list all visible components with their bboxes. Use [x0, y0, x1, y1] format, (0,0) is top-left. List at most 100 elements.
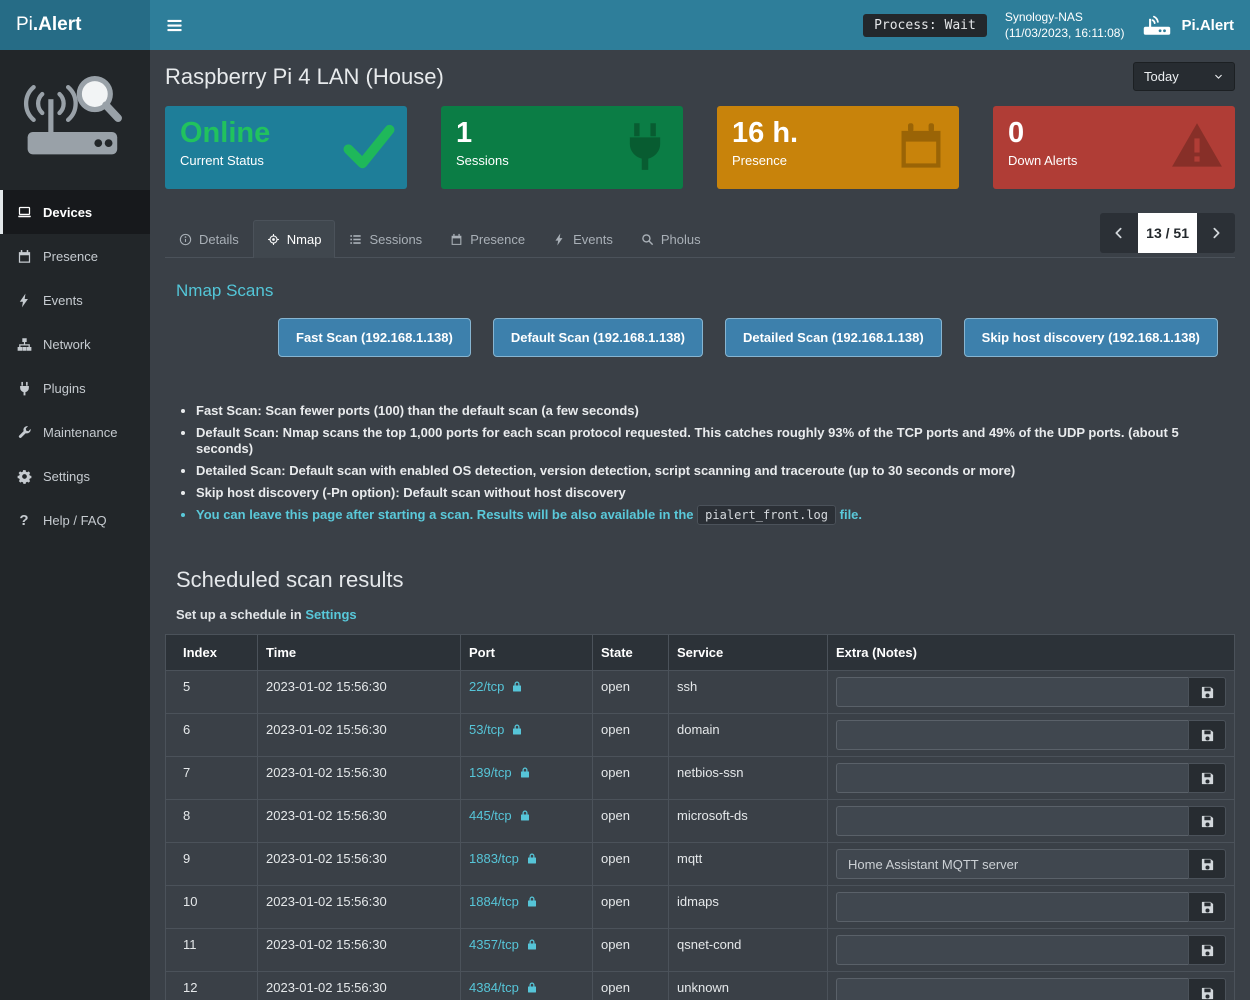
- sidebar-item-network[interactable]: Network: [0, 322, 150, 366]
- calendar-icon: [895, 120, 947, 172]
- port-link[interactable]: 4357/tcp: [469, 937, 519, 952]
- tab-sessions[interactable]: Sessions: [335, 220, 436, 258]
- tab-label: Events: [573, 232, 613, 247]
- port-link[interactable]: 22/tcp: [469, 679, 505, 694]
- note-input[interactable]: [836, 677, 1188, 707]
- port-link[interactable]: 4384/tcp: [469, 980, 519, 995]
- settings-link[interactable]: Settings: [305, 607, 357, 622]
- sidebar-item-label: Plugins: [43, 380, 86, 396]
- table-row: 5 2023-01-02 15:56:30 22/tcp open ssh: [165, 670, 1235, 714]
- cell-port: 4357/tcp: [460, 928, 593, 972]
- next-page-button[interactable]: [1197, 213, 1235, 253]
- tab-presence[interactable]: Presence: [436, 220, 539, 258]
- fast-scan-button[interactable]: Fast Scan (192.168.1.138): [278, 318, 471, 357]
- question-icon: ?: [19, 511, 29, 529]
- note-input[interactable]: [836, 892, 1188, 922]
- skip-host-discovery-button[interactable]: Skip host discovery (192.168.1.138): [963, 318, 1218, 357]
- devices-icon: [15, 205, 33, 220]
- port-link[interactable]: 53/tcp: [469, 722, 505, 737]
- lock-icon: [526, 852, 538, 865]
- cell-service: domain: [668, 713, 828, 757]
- note-input[interactable]: [836, 849, 1188, 879]
- tab-label: Details: [199, 232, 239, 247]
- sidebar-item-events[interactable]: Events: [0, 278, 150, 322]
- column-header-time: Time: [257, 634, 461, 671]
- sidebar-item-plugins[interactable]: Plugins: [0, 366, 150, 410]
- prev-page-button[interactable]: [1100, 213, 1139, 253]
- note-input[interactable]: [836, 806, 1188, 836]
- table-row: 8 2023-01-02 15:56:30 445/tcp open micro…: [165, 799, 1235, 843]
- cell-index: 5: [165, 670, 258, 714]
- page-title: Raspberry Pi 4 LAN (House): [165, 63, 444, 89]
- cell-note: [827, 885, 1235, 929]
- cell-time: 2023-01-02 15:56:30: [257, 971, 461, 1000]
- note-input[interactable]: [836, 720, 1188, 750]
- cell-index: 10: [165, 885, 258, 929]
- cell-port: 139/tcp: [460, 756, 593, 800]
- save-note-button[interactable]: [1188, 892, 1226, 922]
- cell-service: unknown: [668, 971, 828, 1000]
- list-icon: [349, 233, 362, 246]
- save-note-button[interactable]: [1188, 677, 1226, 707]
- cell-time: 2023-01-02 15:56:30: [257, 756, 461, 800]
- sidebar-item-devices[interactable]: Devices: [0, 190, 150, 234]
- cell-note: [827, 928, 1235, 972]
- scan-notes-list: Fast Scan: Scan fewer ports (100) than t…: [176, 403, 1235, 525]
- save-note-button[interactable]: [1188, 720, 1226, 750]
- note-input[interactable]: [836, 935, 1188, 965]
- sidebar-item-settings[interactable]: Settings: [0, 454, 150, 498]
- sidebar-item-label: Settings: [43, 468, 90, 484]
- cell-port: 4384/tcp: [460, 971, 593, 1000]
- period-select[interactable]: Today: [1133, 62, 1235, 91]
- tab-pholus[interactable]: Pholus: [627, 220, 715, 258]
- cell-service: ssh: [668, 670, 828, 714]
- sidebar-item-label: Devices: [43, 204, 93, 220]
- column-header-port: Port: [460, 634, 593, 671]
- card-current-status: Online Current Status: [165, 106, 407, 189]
- port-link[interactable]: 445/tcp: [469, 808, 512, 823]
- default-scan-button[interactable]: Default Scan (192.168.1.138): [492, 318, 703, 357]
- save-note-button[interactable]: [1188, 763, 1226, 793]
- column-header-extra-notes: Extra (Notes): [827, 634, 1235, 671]
- sidebar-item-help-faq[interactable]: ? Help / FAQ: [0, 498, 150, 542]
- note-input[interactable]: [836, 978, 1188, 1000]
- cell-index: 7: [165, 756, 258, 800]
- cell-time: 2023-01-02 15:56:30: [257, 885, 461, 929]
- port-link[interactable]: 139/tcp: [469, 765, 512, 780]
- tab-events[interactable]: Events: [539, 220, 627, 258]
- table-row: 11 2023-01-02 15:56:30 4357/tcp open qsn…: [165, 928, 1235, 972]
- sidebar-item-maintenance[interactable]: Maintenance: [0, 410, 150, 454]
- save-note-button[interactable]: [1188, 849, 1226, 879]
- gear-icon: [15, 469, 33, 484]
- sidebar-item-presence[interactable]: Presence: [0, 234, 150, 278]
- wrench-icon: [15, 425, 33, 440]
- leave-page-note-suffix: file.: [839, 507, 863, 522]
- save-note-button[interactable]: [1188, 978, 1226, 1000]
- port-link[interactable]: 1884/tcp: [469, 894, 519, 909]
- sidebar-toggle-button[interactable]: [150, 0, 198, 50]
- sidebar-item-label: Help / FAQ: [43, 512, 107, 528]
- save-note-button[interactable]: [1188, 806, 1226, 836]
- cell-port: 22/tcp: [460, 670, 593, 714]
- cell-state: open: [592, 713, 669, 757]
- tab-nmap[interactable]: Nmap: [252, 220, 336, 258]
- table-row: 10 2023-01-02 15:56:30 1884/tcp open idm…: [165, 885, 1235, 929]
- calendar-icon: [15, 249, 33, 264]
- port-link[interactable]: 1883/tcp: [469, 851, 519, 866]
- sidebar-item-label: Presence: [43, 248, 98, 264]
- detailed-scan-button[interactable]: Detailed Scan (192.168.1.138): [724, 318, 942, 357]
- brand-logo[interactable]: Pi .Alert: [0, 0, 150, 50]
- chevron-left-icon: [1111, 225, 1127, 241]
- card-label: Presence: [732, 153, 787, 168]
- note-input[interactable]: [836, 763, 1188, 793]
- save-note-button[interactable]: [1188, 935, 1226, 965]
- column-header-service: Service: [668, 634, 828, 671]
- lock-icon: [511, 723, 523, 736]
- tab-details[interactable]: Details: [165, 220, 253, 258]
- card-value: 0: [1008, 117, 1025, 149]
- page-indicator: 13 / 51: [1138, 213, 1197, 253]
- cell-time: 2023-01-02 15:56:30: [257, 842, 461, 886]
- cell-index: 9: [165, 842, 258, 886]
- table-row: 7 2023-01-02 15:56:30 139/tcp open netbi…: [165, 756, 1235, 800]
- period-select-value: Today: [1144, 69, 1179, 84]
